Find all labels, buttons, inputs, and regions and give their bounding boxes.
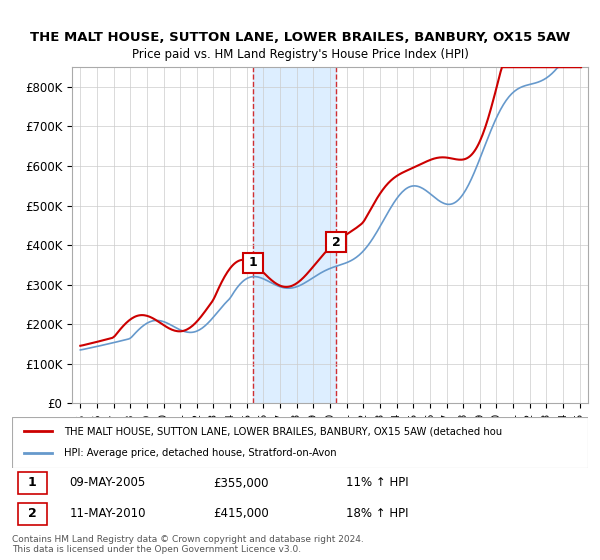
Text: 2: 2	[28, 507, 37, 520]
Text: THE MALT HOUSE, SUTTON LANE, LOWER BRAILES, BANBURY, OX15 5AW: THE MALT HOUSE, SUTTON LANE, LOWER BRAIL…	[30, 31, 570, 44]
Text: 1: 1	[248, 256, 257, 269]
Text: 09-MAY-2005: 09-MAY-2005	[70, 477, 146, 489]
Text: 11% ↑ HPI: 11% ↑ HPI	[346, 477, 409, 489]
Bar	[253, 67, 336, 403]
Text: 2: 2	[332, 236, 340, 249]
Text: Price paid vs. HM Land Registry's House Price Index (HPI): Price paid vs. HM Land Registry's House …	[131, 48, 469, 60]
FancyBboxPatch shape	[12, 417, 588, 468]
Text: 11-MAY-2010: 11-MAY-2010	[70, 507, 146, 520]
Text: £415,000: £415,000	[214, 507, 269, 520]
Text: THE MALT HOUSE, SUTTON LANE, LOWER BRAILES, BANBURY, OX15 5AW (detached hou: THE MALT HOUSE, SUTTON LANE, LOWER BRAIL…	[64, 426, 502, 436]
Text: 1: 1	[28, 477, 37, 489]
Text: £355,000: £355,000	[214, 477, 269, 489]
FancyBboxPatch shape	[18, 472, 47, 494]
FancyBboxPatch shape	[18, 503, 47, 525]
Text: HPI: Average price, detached house, Stratford-on-Avon: HPI: Average price, detached house, Stra…	[64, 449, 337, 459]
Text: 18% ↑ HPI: 18% ↑ HPI	[346, 507, 409, 520]
Text: Contains HM Land Registry data © Crown copyright and database right 2024.
This d: Contains HM Land Registry data © Crown c…	[12, 535, 364, 554]
